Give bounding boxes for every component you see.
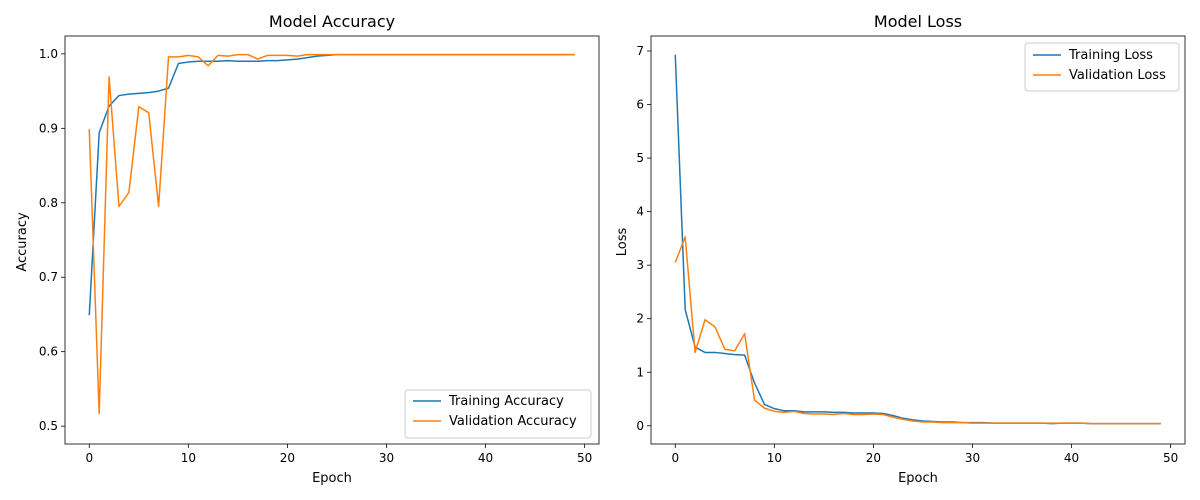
accuracy-lines xyxy=(88,53,575,415)
loss-x-axis-label: Epoch xyxy=(898,471,938,486)
accuracy-y-tick-label: 0.9 xyxy=(39,121,58,135)
loss-x-tick-label: 0 xyxy=(671,451,679,465)
loss-chart-title: Model Loss xyxy=(874,12,962,31)
accuracy-y-tick-label: 1.0 xyxy=(39,47,58,61)
loss-legend-box xyxy=(1024,42,1180,92)
legend-label-validation-loss: Validation Loss xyxy=(1069,68,1166,83)
accuracy-plot-frame xyxy=(64,35,600,445)
accuracy-series-line-training xyxy=(88,53,575,316)
loss-legend: Training Loss Validation Loss xyxy=(1024,42,1180,92)
loss-y-tick-label: 6 xyxy=(636,98,644,112)
loss-lines xyxy=(674,54,1161,425)
loss-y-tick-label: 1 xyxy=(636,365,644,379)
accuracy-y-tick-label: 0.7 xyxy=(39,270,58,284)
accuracy-ticks: 0 10 20 30 40 50 0.5 0.6 0.7 0.8 0.9 1.0 xyxy=(39,47,592,465)
accuracy-y-tick-label: 0.6 xyxy=(39,345,58,359)
loss-y-tick-label: 0 xyxy=(636,419,644,433)
accuracy-x-tick-label: 20 xyxy=(280,451,295,465)
loss-plot-frame xyxy=(650,35,1186,445)
accuracy-x-tick-label: 10 xyxy=(181,451,196,465)
legend-label-validation-accuracy: Validation Accuracy xyxy=(449,414,577,429)
accuracy-chart: Model Accuracy Epoch Accuracy 0 10 20 30 40 5… xyxy=(15,12,600,486)
accuracy-x-tick-label: 40 xyxy=(478,451,493,465)
loss-x-tick-label: 50 xyxy=(1163,451,1178,465)
accuracy-y-tick-label: 0.8 xyxy=(39,196,58,210)
loss-series-line-validation xyxy=(674,236,1161,425)
loss-x-tick-label: 30 xyxy=(965,451,980,465)
accuracy-y-tick-label: 0.5 xyxy=(39,419,58,433)
accuracy-x-axis-label: Epoch xyxy=(312,471,352,486)
loss-ticks: 0 10 20 30 40 50 0 1 2 3 4 5 6 7 xyxy=(636,44,1178,465)
accuracy-chart-title: Model Accuracy xyxy=(269,12,395,31)
loss-x-tick-label: 20 xyxy=(866,451,881,465)
accuracy-legend-box xyxy=(404,389,592,439)
loss-x-tick-label: 10 xyxy=(767,451,782,465)
accuracy-y-axis-label: Accuracy xyxy=(15,212,30,272)
legend-label-training-accuracy: Training Accuracy xyxy=(448,394,564,409)
loss-y-axis-label: Loss xyxy=(615,228,630,257)
loss-series-line-training xyxy=(674,54,1161,425)
loss-y-tick-label: 5 xyxy=(636,151,644,165)
legend-label-training-loss: Training Loss xyxy=(1068,48,1153,63)
loss-chart: Model Loss Epoch Loss 0 10 20 30 40 50 0 1 2 3 4 5 6… xyxy=(615,12,1186,486)
accuracy-legend: Training Accuracy Validation Accuracy xyxy=(404,389,592,439)
loss-y-tick-label: 3 xyxy=(636,258,644,272)
loss-y-tick-label: 4 xyxy=(636,205,644,219)
loss-y-tick-label: 7 xyxy=(636,44,644,58)
accuracy-x-tick-label: 50 xyxy=(577,451,592,465)
loss-y-tick-label: 2 xyxy=(636,312,644,326)
accuracy-x-tick-label: 30 xyxy=(379,451,394,465)
accuracy-series-line-validation xyxy=(88,53,575,415)
accuracy-x-tick-label: 0 xyxy=(85,451,93,465)
loss-x-tick-label: 40 xyxy=(1064,451,1079,465)
